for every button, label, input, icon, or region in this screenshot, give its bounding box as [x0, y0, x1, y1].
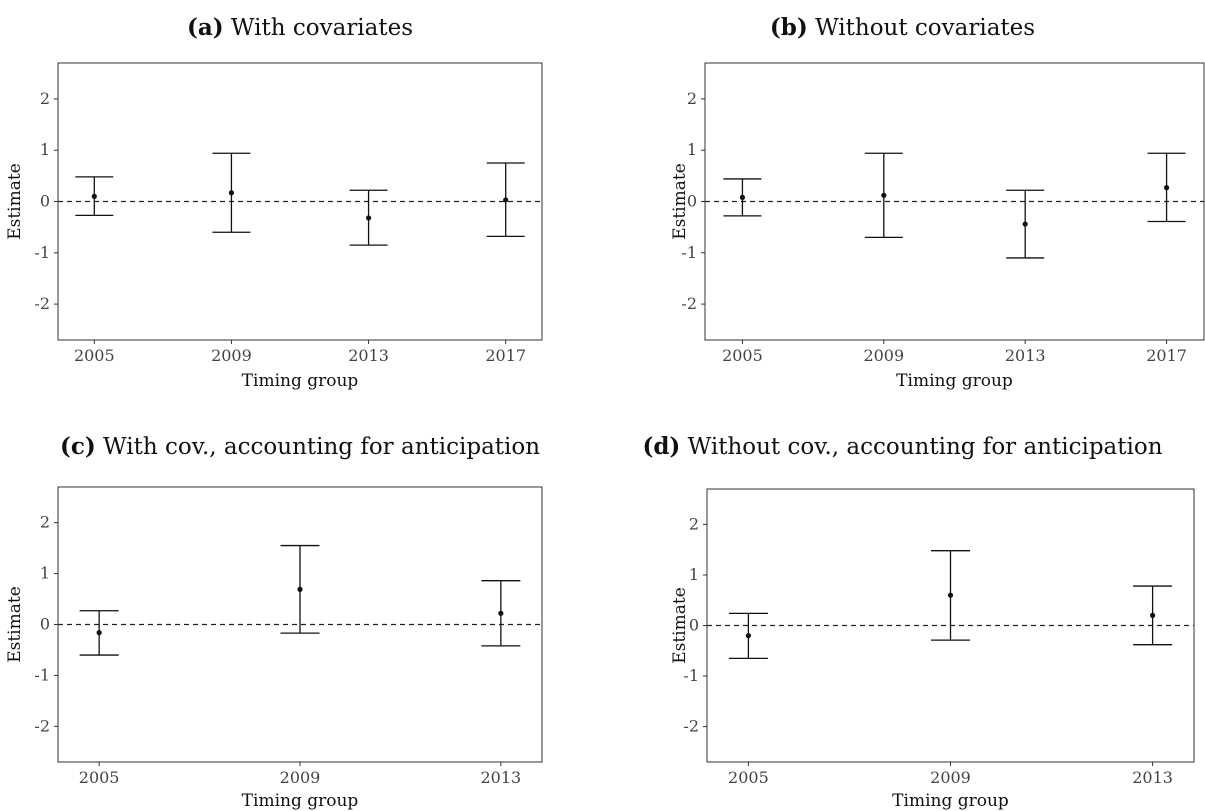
y-axis-title: Estimate: [670, 587, 690, 664]
x-tick-label: 2013: [348, 346, 389, 365]
panel-tag: (a): [186, 14, 224, 41]
panel-title-text: With cov., accounting for anticipation: [103, 434, 541, 460]
x-tick-label: 2005: [728, 768, 769, 787]
x-axis-title: Timing group: [242, 791, 359, 811]
estimate-point: [1150, 612, 1156, 618]
estimate-point: [365, 215, 372, 221]
x-tick-label: 2009: [930, 768, 971, 787]
chart-panel-a: (a) With covariates 2 1 0 -1 -2 2005 2009 2013 2…: [0, 0, 600, 405]
x-tick-label: 2005: [722, 346, 763, 365]
chart-panel-b: (b) Without covariates 2 1 0 -1 -2 2005 2009 20…: [600, 0, 1205, 405]
y-tick-label: 2: [40, 89, 50, 108]
panel-tag: (b): [769, 14, 808, 41]
y-tick-label: 1: [40, 140, 50, 159]
x-tick-label: 2005: [79, 768, 120, 787]
x-tick-label: 2009: [211, 346, 252, 365]
x-tick-label: 2013: [1005, 346, 1046, 365]
y-axis-title: Estimate: [5, 586, 25, 663]
estimate-point: [745, 633, 751, 639]
chart-svg: 2 1 0 -1 -2 2005 2009 2013 Timing group Estimate: [5, 486, 543, 811]
y-tick-label: 2: [40, 513, 50, 532]
y-tick-label: 0: [687, 192, 697, 211]
y-tick-label: 1: [689, 565, 699, 584]
chart-svg: 2 1 0 -1 -2 2005 2009 2013 2017 Timing group Estim…: [5, 62, 543, 391]
y-tick-label: 1: [687, 140, 697, 159]
chart-svg: 2 1 0 -1 -2 2005 2009 2013 Timing group Estimate: [670, 488, 1195, 811]
y-tick-label: -1: [34, 665, 50, 684]
y-tick-label: -2: [683, 717, 699, 736]
panel-title: (b) Without covariates: [600, 14, 1205, 41]
chart-panel-d: (d) Without cov., accounting for anticip…: [600, 405, 1205, 811]
y-axis-title: Estimate: [5, 163, 25, 240]
y-tick-label: 1: [40, 564, 50, 583]
y-tick-label: 0: [689, 616, 699, 635]
estimate-point: [297, 586, 303, 592]
estimate-point: [739, 194, 746, 200]
x-tick-label: 2009: [863, 346, 904, 365]
y-tick-label: -1: [683, 666, 699, 685]
panel-tag: (c): [59, 433, 96, 460]
estimate-point: [947, 592, 954, 598]
panel-title: (c) With cov., accounting for anticipati…: [0, 433, 600, 460]
panel-title-text: Without covariates: [815, 15, 1036, 41]
y-tick-label: -2: [34, 716, 50, 735]
panel-title: (a) With covariates: [0, 14, 600, 41]
estimate-point: [1022, 221, 1028, 227]
y-tick-label: -1: [34, 243, 50, 262]
y-tick-label: 0: [40, 192, 50, 211]
panel-title-text: With covariates: [230, 15, 414, 41]
y-axis-title: Estimate: [670, 163, 690, 240]
panel-title-text: Without cov., accounting for anticipatio…: [687, 434, 1163, 460]
chart-panel-c: (c) With cov., accounting for anticipati…: [0, 405, 600, 811]
y-tick-label: 2: [689, 514, 699, 533]
x-tick-label: 2013: [481, 768, 522, 787]
estimate-point: [881, 192, 887, 198]
y-tick-label: -2: [681, 294, 697, 313]
chart-svg: 2 1 0 -1 -2 2005 2009 2013 2017 Timing group Estim…: [670, 62, 1205, 391]
y-tick-label: -2: [34, 294, 50, 313]
estimate-point: [228, 190, 235, 196]
x-axis-title: Timing group: [892, 791, 1009, 811]
x-tick-label: 2005: [74, 346, 115, 365]
x-tick-label: 2017: [1146, 346, 1187, 365]
x-tick-label: 2009: [280, 768, 321, 787]
panel-tag: (d): [642, 433, 681, 460]
x-tick-label: 2013: [1132, 768, 1173, 787]
panel-title: (d) Without cov., accounting for anticip…: [600, 433, 1205, 460]
estimate-point: [498, 610, 504, 616]
x-axis-title: Timing group: [896, 371, 1013, 391]
y-tick-label: -1: [681, 243, 697, 262]
y-tick-label: 2: [687, 89, 697, 108]
x-axis-title: Timing group: [242, 371, 359, 391]
estimate-point: [96, 630, 102, 636]
estimate-point: [503, 197, 509, 203]
estimate-point: [1163, 185, 1170, 191]
x-tick-label: 2017: [485, 346, 526, 365]
y-tick-label: 0: [40, 615, 50, 634]
estimate-point: [91, 193, 97, 199]
